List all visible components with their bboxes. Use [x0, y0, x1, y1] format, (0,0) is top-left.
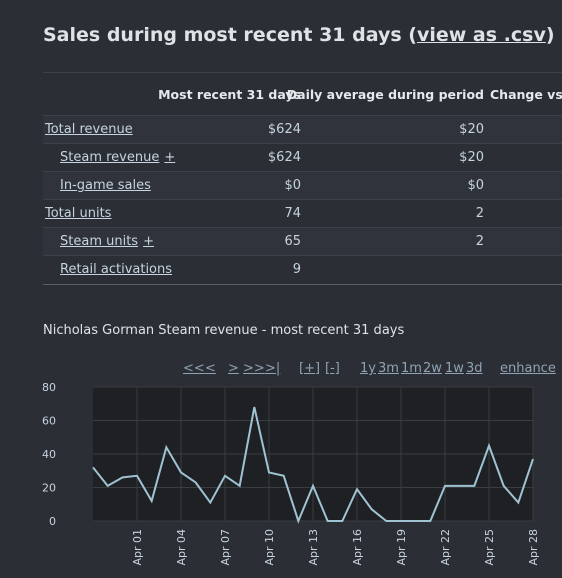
expand-link[interactable]: +: [164, 150, 176, 165]
x-tick-label: Apr 07: [219, 529, 232, 566]
recent-value: $0: [284, 178, 301, 193]
column-header: Most recent 31 days: [158, 87, 301, 102]
x-tick-label: Apr 10: [263, 529, 276, 566]
row-label: Steam units +: [60, 234, 154, 249]
row-link[interactable]: Total units: [45, 206, 112, 221]
average-value: $0: [467, 178, 484, 193]
row-link[interactable]: Steam revenue: [60, 150, 160, 165]
header-row: Most recent 31 days Daily average during …: [43, 72, 562, 116]
chart-control[interactable]: 1w: [445, 361, 464, 376]
row-link[interactable]: Steam units: [60, 234, 139, 249]
chart-control[interactable]: 2w: [423, 361, 442, 376]
expand-link[interactable]: +: [143, 234, 154, 249]
y-tick-label: 0: [49, 515, 56, 528]
row-label: Steam revenue +: [60, 150, 175, 165]
average-value: $20: [459, 122, 484, 137]
y-tick-label: 80: [42, 381, 56, 394]
y-tick-label: 20: [42, 482, 56, 495]
row-label: In-game sales: [60, 178, 151, 193]
row-link[interactable]: Retail activations: [60, 262, 173, 277]
chart-control[interactable]: 3d: [466, 361, 483, 376]
table-row: In-game sales $0 $0: [43, 171, 562, 200]
x-tick-label: Apr 28: [527, 529, 540, 566]
chart-control[interactable]: 1y: [360, 361, 376, 376]
row-label: Total revenue: [45, 122, 133, 137]
page-title: Sales during most recent 31 days (view a…: [43, 24, 555, 46]
column-header: Change vs. p: [490, 87, 562, 102]
title-text: Sales during most recent 31 days (: [43, 24, 417, 46]
chart-control[interactable]: <: [205, 361, 216, 376]
x-tick-label: Apr 01: [131, 529, 144, 566]
recent-value: 74: [284, 206, 301, 221]
recent-value: $624: [267, 150, 301, 165]
y-tick-label: 40: [42, 448, 56, 461]
column-header: Daily average during period: [286, 87, 484, 102]
x-tick-label: Apr 16: [351, 529, 364, 566]
x-tick-label: Apr 22: [439, 529, 452, 566]
chart-control[interactable]: >: [228, 361, 239, 376]
chart-control[interactable]: >|: [265, 361, 281, 376]
x-tick-label: Apr 04: [175, 529, 188, 566]
recent-value: 9: [292, 262, 301, 277]
chart-control[interactable]: 1m: [401, 361, 422, 376]
row-link[interactable]: Total revenue: [45, 122, 133, 137]
title-end: ): [545, 24, 555, 46]
row-label: Total units: [45, 206, 111, 221]
x-tick-label: Apr 19: [395, 529, 408, 566]
recent-value: 65: [284, 234, 301, 249]
chart-control[interactable]: enhance: [500, 361, 556, 376]
average-value: 2: [475, 234, 484, 249]
x-tick-label: Apr 13: [307, 529, 320, 566]
row-link[interactable]: In-game sales: [60, 178, 151, 193]
row-label: Retail activations: [60, 262, 172, 277]
table-row: Total revenue $624 $20: [43, 115, 562, 144]
y-tick-label: 60: [42, 415, 56, 428]
table-row: Total units 74 2: [43, 199, 562, 228]
chart-control[interactable]: <<: [183, 361, 205, 376]
chart-control[interactable]: [-]: [325, 361, 340, 376]
average-value: $20: [459, 150, 484, 165]
recent-value: $624: [267, 122, 301, 137]
chart-control[interactable]: >>: [243, 361, 265, 376]
table-row: Steam units +65 2: [43, 227, 562, 256]
average-value: 2: [475, 206, 484, 221]
chart-control[interactable]: 3m: [378, 361, 399, 376]
chart-title: Nicholas Gorman Steam revenue - most rec…: [43, 323, 405, 338]
chart-control[interactable]: [+]: [299, 361, 321, 376]
x-tick-label: Apr 25: [483, 529, 496, 566]
csv-link[interactable]: view as .csv: [416, 24, 546, 46]
table-row: Retail activations 9: [43, 255, 562, 285]
revenue-line: [92, 406, 534, 524]
table-row: Steam revenue + $624 $20: [43, 143, 562, 172]
